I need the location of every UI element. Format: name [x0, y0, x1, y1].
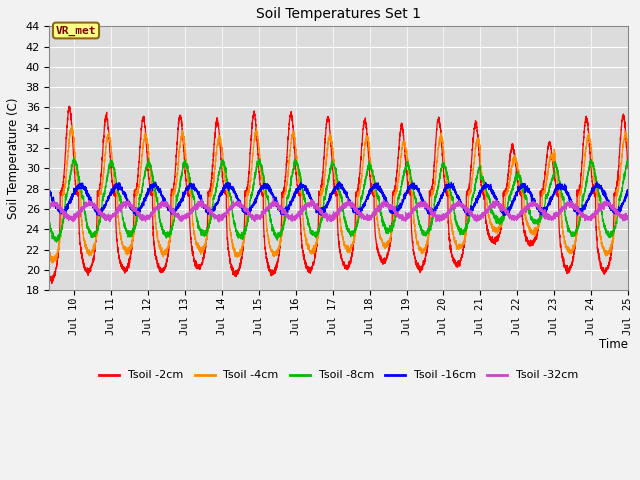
Tsoil -16cm	[335, 179, 343, 185]
Tsoil -8cm	[151, 185, 159, 191]
Tsoil -32cm	[45, 202, 53, 207]
Title: Soil Temperatures Set 1: Soil Temperatures Set 1	[256, 7, 421, 21]
Tsoil -32cm	[522, 207, 529, 213]
Tsoil -16cm	[477, 186, 485, 192]
Tsoil -4cm	[393, 186, 401, 192]
Tsoil -32cm	[215, 219, 223, 225]
Line: Tsoil -16cm: Tsoil -16cm	[49, 182, 628, 216]
Tsoil -16cm	[464, 213, 472, 219]
Tsoil -16cm	[151, 181, 159, 187]
Tsoil -4cm	[422, 244, 430, 250]
Tsoil -4cm	[477, 168, 485, 173]
Tsoil -32cm	[393, 211, 401, 216]
X-axis label: Time: Time	[599, 338, 628, 351]
Tsoil -4cm	[45, 251, 53, 257]
Tsoil -4cm	[624, 143, 632, 148]
Tsoil -2cm	[393, 169, 401, 175]
Tsoil -16cm	[267, 188, 275, 193]
Tsoil -16cm	[422, 202, 429, 207]
Line: Tsoil -32cm: Tsoil -32cm	[49, 198, 628, 222]
Tsoil -2cm	[267, 269, 275, 275]
Tsoil -8cm	[267, 216, 275, 221]
Tsoil -4cm	[68, 122, 76, 128]
Tsoil -2cm	[624, 165, 632, 171]
Tsoil -16cm	[45, 185, 53, 191]
Tsoil -8cm	[393, 208, 401, 214]
Tsoil -32cm	[624, 214, 632, 219]
Tsoil -32cm	[422, 202, 430, 208]
Tsoil -8cm	[522, 196, 529, 202]
Tsoil -2cm	[477, 181, 485, 187]
Line: Tsoil -2cm: Tsoil -2cm	[49, 106, 628, 284]
Tsoil -4cm	[151, 202, 159, 207]
Line: Tsoil -8cm: Tsoil -8cm	[49, 157, 628, 242]
Tsoil -32cm	[477, 214, 485, 219]
Tsoil -8cm	[45, 221, 53, 227]
Tsoil -16cm	[624, 190, 632, 196]
Tsoil -16cm	[393, 208, 401, 214]
Text: VR_met: VR_met	[56, 25, 96, 36]
Tsoil -8cm	[52, 239, 60, 245]
Tsoil -2cm	[45, 274, 53, 279]
Tsoil -32cm	[269, 195, 277, 201]
Tsoil -2cm	[522, 234, 529, 240]
Tsoil -2cm	[48, 281, 56, 287]
Tsoil -32cm	[151, 206, 159, 212]
Tsoil -2cm	[422, 250, 430, 255]
Legend: Tsoil -2cm, Tsoil -4cm, Tsoil -8cm, Tsoil -16cm, Tsoil -32cm: Tsoil -2cm, Tsoil -4cm, Tsoil -8cm, Tsoi…	[95, 366, 582, 385]
Tsoil -8cm	[422, 231, 430, 237]
Tsoil -2cm	[151, 249, 159, 254]
Y-axis label: Soil Temperature (C): Soil Temperature (C)	[7, 97, 20, 219]
Tsoil -16cm	[522, 181, 529, 187]
Tsoil -2cm	[65, 103, 73, 109]
Tsoil -4cm	[522, 214, 529, 220]
Tsoil -4cm	[48, 260, 56, 266]
Line: Tsoil -4cm: Tsoil -4cm	[49, 125, 628, 263]
Tsoil -8cm	[70, 155, 77, 160]
Tsoil -8cm	[624, 160, 632, 166]
Tsoil -32cm	[267, 203, 275, 209]
Tsoil -8cm	[477, 173, 485, 179]
Tsoil -4cm	[267, 246, 275, 252]
